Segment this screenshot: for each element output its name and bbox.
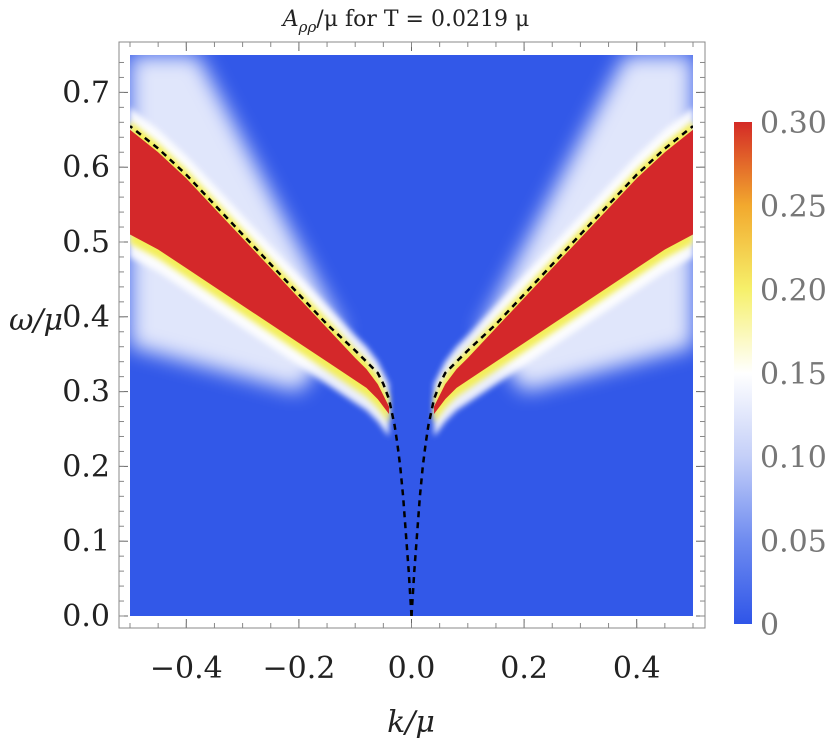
chart-title: Aρρ/μ for T = 0.0219 μ — [281, 7, 530, 36]
colorbar: 0 0.05 0.10 0.15 0.20 0.25 0.30 — [734, 106, 827, 643]
y-tick-label: 0.3 — [62, 375, 110, 410]
colorbar-bar — [734, 122, 752, 624]
x-tick-label: 0.0 — [388, 651, 436, 686]
x-tick-label: 0.4 — [613, 651, 661, 686]
band-red-right — [434, 129, 693, 415]
title-base: A — [281, 7, 299, 32]
y-axis-label: ω/μ — [9, 303, 63, 338]
y-tick-label: 0.5 — [62, 225, 110, 260]
colorbar-tick-label: 0.10 — [760, 441, 827, 476]
title-subscript: ρρ — [298, 18, 317, 36]
y-tick-label: 0.1 — [62, 524, 110, 559]
x-axis-label: k/μ — [387, 705, 435, 740]
x-tick-label: −0.4 — [150, 651, 223, 686]
y-tick-label: 0.2 — [62, 449, 110, 484]
colorbar-tick-label: 0.25 — [760, 190, 827, 225]
heatmap-layer — [130, 55, 693, 616]
colorbar-tick-label: 0 — [760, 608, 779, 643]
y-tick-label: 0.6 — [62, 150, 110, 185]
plot-area — [130, 55, 693, 616]
x-tick-label: 0.2 — [500, 651, 548, 686]
band-red-left — [130, 129, 389, 415]
title-rest: /μ for T = 0.0219 μ — [316, 7, 529, 32]
y-tick-label: 0.4 — [62, 300, 110, 335]
colorbar-tick-label: 0.20 — [760, 273, 827, 308]
axis-ticks: −0.4 −0.2 0.0 0.2 0.4 0.0 0.1 0.2 0.3 0.4 0.5 0.6 0.… — [62, 42, 705, 686]
y-tick-label: 0.7 — [62, 75, 110, 110]
dashed-curve-right — [410, 125, 693, 616]
x-tick-label: −0.2 — [262, 651, 335, 686]
colorbar-tick-label: 0.30 — [760, 106, 827, 141]
y-tick-label: 0.0 — [62, 599, 110, 634]
colorbar-tick-label: 0.05 — [760, 524, 827, 559]
dashed-curve-left — [130, 125, 413, 616]
colorbar-tick-label: 0.15 — [760, 357, 827, 392]
